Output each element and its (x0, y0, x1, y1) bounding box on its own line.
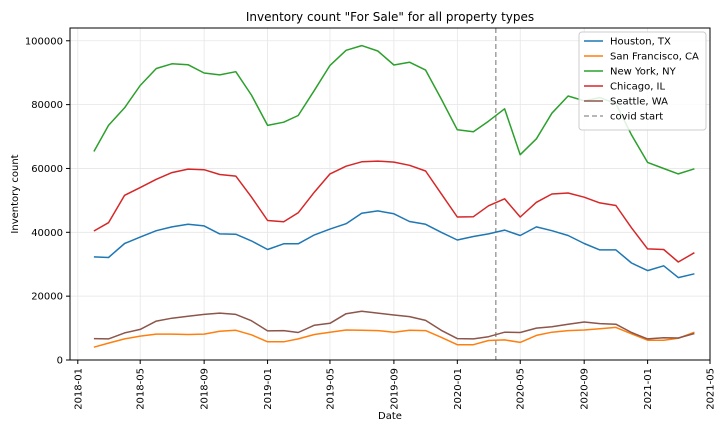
legend-label: Seattle, WA (610, 97, 668, 108)
legend: Houston, TX San Francisco, CA New York, NY… (578, 31, 707, 131)
x-tick-label: 2021-01 (643, 368, 654, 410)
x-tick-label: 2019-05 (325, 368, 336, 410)
legend-label: Houston, TX (610, 37, 671, 48)
x-tick-label: 2018-01 (73, 368, 84, 410)
x-axis-label: Date (378, 411, 402, 422)
y-axis: 0 20000 40000 60000 80000 100000 (25, 36, 70, 367)
y-tick-label: 40000 (31, 228, 63, 239)
y-axis-label: Inventory count (10, 154, 21, 233)
chart-title: Inventory count "For Sale" for all prope… (246, 10, 534, 24)
gridlines (70, 28, 711, 361)
series-line-chicago-il (93, 160, 695, 263)
y-tick-label: 60000 (31, 164, 63, 175)
series-line-seattle-wa (93, 310, 695, 340)
series-line-houston-tx (93, 210, 695, 279)
y-tick-label: 80000 (31, 100, 63, 111)
series-line-san-francisco-ca (93, 326, 695, 348)
legend-label: New York, NY (610, 67, 677, 78)
legend-label: San Francisco, CA (610, 52, 699, 63)
y-tick-label: 100000 (25, 36, 63, 47)
legend-box (578, 31, 707, 131)
x-tick-label: 2018-05 (136, 368, 147, 410)
plot-frame (69, 27, 711, 361)
x-tick-label: 2020-09 (580, 368, 591, 410)
x-axis: 2018-01 2018-05 2018-09 2019-01 2019-05 2019-… (73, 360, 717, 410)
x-tick-label: 2018-09 (200, 368, 211, 410)
x-tick-label: 2021-05 (706, 368, 717, 410)
y-tick-label: 0 (57, 356, 63, 367)
legend-label: Chicago, IL (610, 82, 665, 93)
x-tick-label: 2020-05 (516, 368, 527, 410)
x-tick-label: 2019-01 (263, 368, 274, 410)
y-tick-label: 20000 (31, 292, 63, 303)
legend-label: covid start (610, 112, 663, 123)
x-tick-label: 2020-01 (453, 368, 464, 410)
x-tick-label: 2019-09 (389, 368, 400, 410)
